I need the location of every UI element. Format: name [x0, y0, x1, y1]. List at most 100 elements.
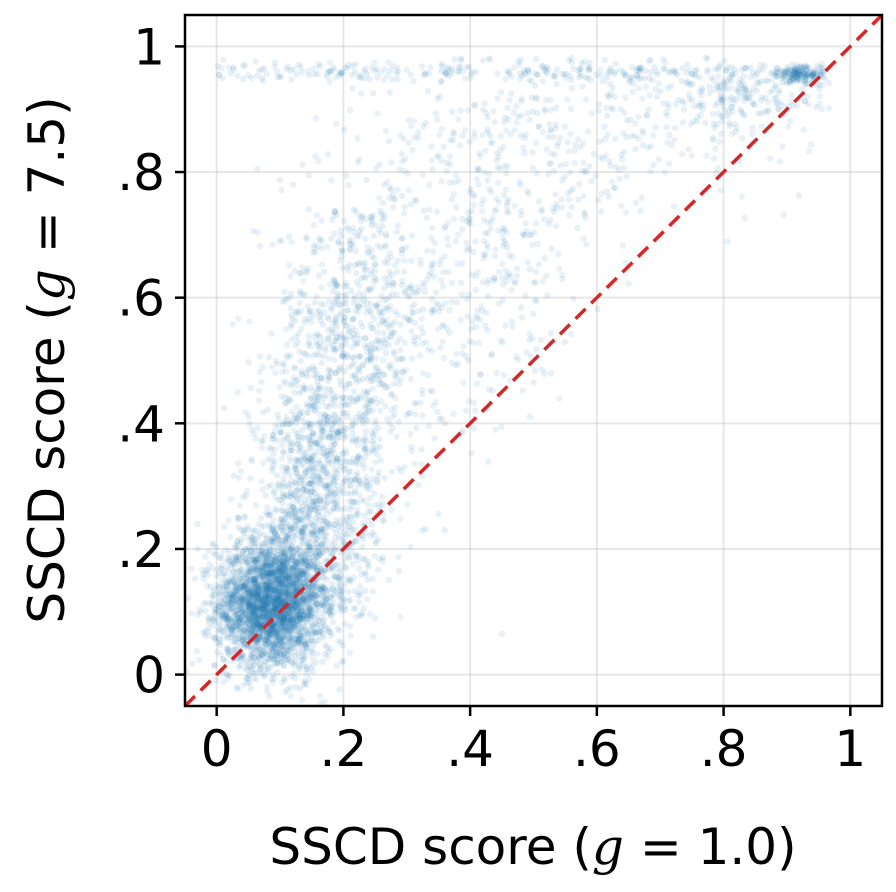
scatter-point — [348, 395, 355, 402]
scatter-point — [411, 319, 419, 327]
scatter-point — [316, 628, 323, 635]
scatter-point — [250, 617, 258, 624]
scatter-point — [407, 257, 415, 264]
scatter-point — [227, 577, 234, 585]
scatter-point — [317, 300, 324, 307]
scatter-point — [262, 591, 269, 598]
scatter-point — [272, 550, 279, 558]
scatter-point — [321, 622, 328, 629]
scatter-point — [275, 591, 282, 599]
scatter-point — [282, 657, 289, 664]
scatter-point — [311, 629, 318, 636]
scatter-point — [263, 561, 270, 568]
scatter-point — [284, 612, 292, 620]
scatter-point — [225, 603, 232, 611]
scatter-point — [278, 624, 285, 631]
scatter-point — [247, 567, 254, 574]
scatter-point — [263, 636, 270, 643]
scatter-point — [241, 512, 249, 520]
scatter-point — [274, 629, 282, 636]
scatter-point — [398, 150, 405, 157]
scatter-point — [209, 592, 216, 600]
scatter-point — [251, 621, 258, 628]
scatter-point — [238, 580, 245, 587]
scatter-point — [253, 576, 260, 583]
scatter-point — [263, 612, 270, 619]
scatter-point — [223, 645, 230, 652]
scatter-point — [243, 612, 250, 620]
scatter-point — [251, 644, 259, 651]
scatter-point — [276, 594, 284, 602]
scatter-point — [362, 404, 369, 411]
scatter-point — [213, 566, 220, 574]
scatter-point — [225, 616, 232, 623]
scatter-point — [230, 596, 237, 603]
scatter-point — [391, 404, 399, 411]
scatter-point — [281, 568, 288, 576]
scatter-point — [256, 387, 263, 394]
scatter-point — [211, 635, 218, 643]
scatter-point — [277, 572, 284, 580]
scatter-point — [299, 600, 307, 607]
scatter-point — [258, 567, 266, 574]
scatter-point — [267, 579, 274, 586]
scatter-point — [254, 640, 262, 647]
scatter-point — [261, 658, 268, 666]
scatter-point — [276, 637, 284, 644]
scatter-point — [271, 583, 278, 591]
scatter-point — [248, 534, 256, 541]
scatter-point — [402, 367, 410, 374]
scatter-point — [236, 617, 243, 624]
scatter-point — [260, 601, 267, 608]
scatter-point — [313, 493, 320, 500]
scatter-point — [226, 600, 233, 607]
scatter-point — [328, 387, 335, 394]
scatter-point — [270, 611, 278, 619]
scatter-point — [267, 644, 274, 652]
scatter-point — [291, 659, 298, 667]
scatter-point — [209, 564, 216, 572]
scatter-point — [274, 633, 282, 640]
scatter-point — [276, 383, 284, 390]
scatter-point — [293, 560, 301, 567]
scatter-point — [254, 580, 261, 587]
scatter-point — [264, 591, 271, 599]
scatter-point — [279, 537, 287, 544]
scatter-point — [418, 324, 425, 331]
scatter-point — [256, 570, 263, 577]
scatter-point — [292, 342, 299, 349]
scatter-point — [274, 659, 281, 666]
scatter-point — [274, 585, 282, 592]
scatter-point — [367, 217, 375, 224]
scatter-point — [285, 587, 292, 595]
scatter-point — [331, 477, 338, 484]
scatter-point — [264, 613, 271, 621]
scatter-point — [292, 478, 299, 485]
scatter-point — [230, 592, 237, 600]
scatter-point — [320, 424, 328, 432]
scatter-point — [291, 602, 298, 609]
scatter-point — [404, 501, 411, 508]
scatter-point — [254, 621, 261, 628]
scatter-point — [291, 587, 298, 594]
scatter-point — [295, 650, 302, 657]
scatter-point — [264, 585, 272, 592]
scatter-point — [268, 597, 276, 605]
scatter-point — [278, 442, 286, 449]
scatter-point — [263, 601, 271, 608]
scatter-point — [270, 628, 277, 636]
scatter-point — [268, 663, 275, 670]
scatter-point — [295, 639, 302, 646]
scatter-point — [261, 615, 269, 622]
scatter-point — [245, 358, 252, 366]
scatter-point — [259, 596, 266, 603]
scatter-point — [279, 621, 287, 628]
scatter-point — [258, 598, 266, 605]
scatter-point — [282, 508, 289, 516]
scatter-point — [246, 420, 253, 428]
scatter-point — [256, 368, 264, 376]
scatter-point — [390, 203, 397, 211]
scatter-point — [287, 458, 294, 465]
scatter-point — [250, 611, 257, 618]
scatter-point — [363, 596, 371, 603]
